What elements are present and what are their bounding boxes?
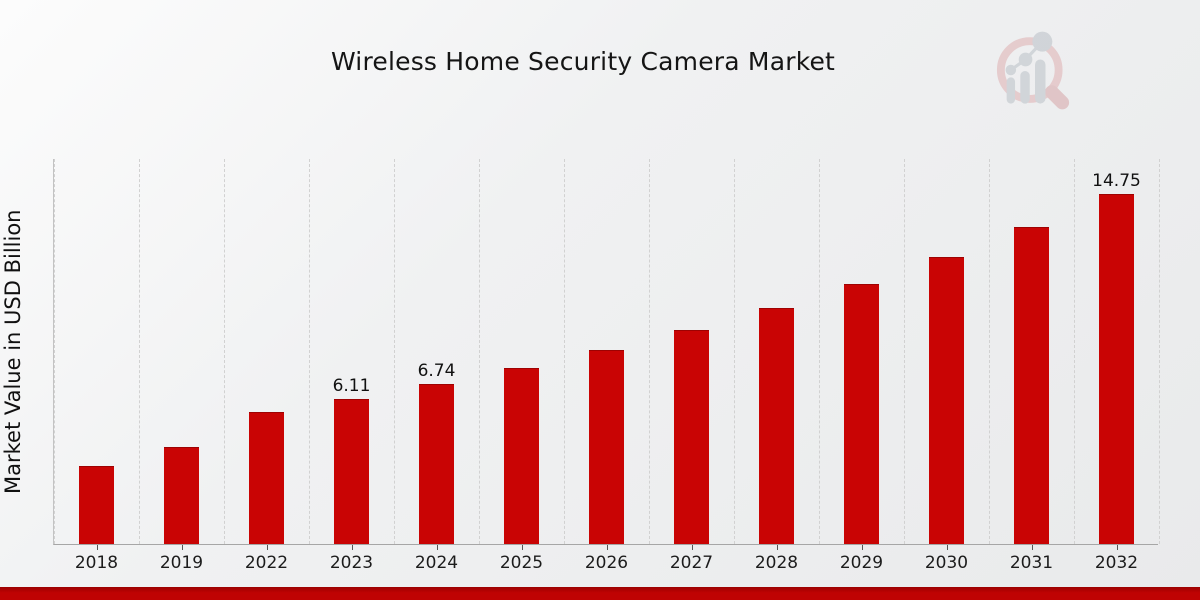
- x-tick-label-2022: 2022: [244, 553, 289, 573]
- logo-dot-large: [1032, 31, 1053, 52]
- bar-2023: [334, 399, 369, 544]
- chart-title: Wireless Home Security Camera Market: [330, 47, 836, 76]
- x-tick-label-2023: 2023: [329, 553, 374, 573]
- bar-2031: [1014, 227, 1049, 544]
- x-tick-label-2032: 2032: [1094, 553, 1139, 573]
- x-tick: [436, 545, 438, 550]
- gridline: [54, 159, 55, 544]
- magnifier-handle: [1044, 85, 1070, 110]
- gridline: [649, 159, 650, 544]
- x-tick: [606, 545, 608, 550]
- x-tick: [861, 545, 863, 550]
- x-tick-label-2019: 2019: [159, 553, 204, 573]
- gridline: [564, 159, 565, 544]
- gridline: [1074, 159, 1075, 544]
- gridline: [394, 159, 395, 544]
- bar-2025: [504, 367, 539, 544]
- gridline: [309, 159, 310, 544]
- x-tick: [1031, 545, 1033, 550]
- gridline: [734, 159, 735, 544]
- gridline: [1159, 159, 1160, 544]
- bar-2027: [674, 329, 709, 544]
- x-tick: [1116, 545, 1118, 550]
- bar-2029: [844, 283, 879, 544]
- x-tick: [691, 545, 693, 550]
- bar-2022: [249, 412, 284, 544]
- gridline: [139, 159, 140, 544]
- bar-2028: [759, 307, 794, 544]
- gridline: [989, 159, 990, 544]
- gridline: [224, 159, 225, 544]
- bar-value-label-2024: 6.74: [417, 361, 456, 382]
- bar-2019: [164, 446, 199, 544]
- bar-value-label-2023: 6.11: [332, 376, 371, 397]
- bar-2024: [419, 384, 454, 544]
- bar-2026: [589, 349, 624, 544]
- x-tick-label-2018: 2018: [74, 553, 119, 573]
- logo-dot-medium: [1018, 52, 1033, 67]
- x-tick: [946, 545, 948, 550]
- logo-bar-small: [1006, 77, 1016, 104]
- x-tick-label-2025: 2025: [499, 553, 544, 573]
- gridline: [904, 159, 905, 544]
- bar-2032: [1099, 194, 1134, 544]
- x-tick: [776, 545, 778, 550]
- x-tick-label-2026: 2026: [584, 553, 629, 573]
- gridline: [479, 159, 480, 544]
- footer-accent-stripe: [0, 587, 1200, 600]
- logo-dot-small: [1005, 64, 1017, 76]
- x-tick-label-2029: 2029: [839, 553, 884, 573]
- x-tick-label-2024: 2024: [414, 553, 459, 573]
- bar-2018: [79, 465, 114, 544]
- x-tick-label-2030: 2030: [924, 553, 969, 573]
- x-tick: [266, 545, 268, 550]
- x-tick: [521, 545, 523, 550]
- logo-bar-medium: [1020, 71, 1030, 104]
- logo-bar-large: [1035, 59, 1046, 104]
- x-tick: [96, 545, 98, 550]
- brand-logo-magnifier-icon: [996, 31, 1070, 110]
- x-tick: [351, 545, 353, 550]
- plot-area: 2018 2019 2022 6.11 2023 6.74 2024 2025 2026 2027…: [53, 159, 1160, 573]
- y-axis-label: Market Value in USD Billion: [1, 209, 25, 494]
- bar-value-label-2032: 14.75: [1092, 171, 1141, 192]
- bar-2030: [929, 256, 964, 544]
- x-tick-label-2027: 2027: [669, 553, 714, 573]
- gridline: [819, 159, 820, 544]
- x-tick: [181, 545, 183, 550]
- x-tick-label-2028: 2028: [754, 553, 799, 573]
- x-tick-label-2031: 2031: [1009, 553, 1054, 573]
